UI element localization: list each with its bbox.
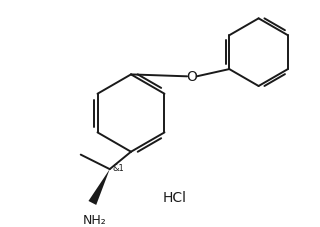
Text: HCl: HCl bbox=[163, 190, 187, 204]
Text: &1: &1 bbox=[113, 163, 124, 172]
Text: NH₂: NH₂ bbox=[82, 213, 106, 226]
Text: O: O bbox=[187, 70, 197, 84]
Polygon shape bbox=[88, 169, 110, 205]
